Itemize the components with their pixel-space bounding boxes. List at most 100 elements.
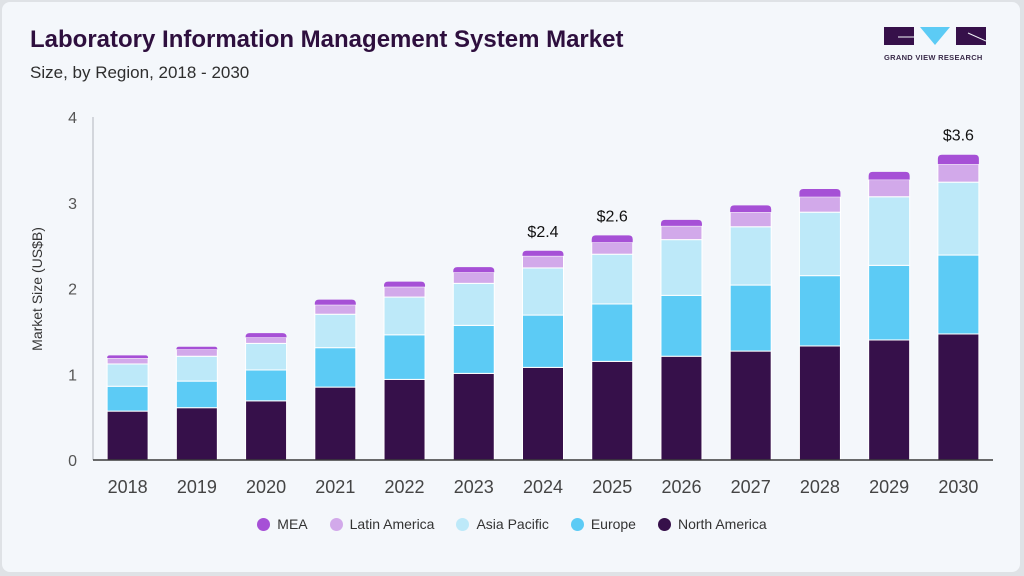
legend-item-north-america: North America xyxy=(657,516,767,532)
y-tick-label: 1 xyxy=(68,367,77,384)
bar-segment-mea xyxy=(937,154,979,165)
y-axis-label: Market Size (US$B) xyxy=(29,227,45,351)
bar-segment-north-america xyxy=(452,372,495,461)
bar-segment-mea xyxy=(245,333,287,338)
bar-segment-europe xyxy=(452,324,495,374)
bar-segment-mea xyxy=(107,355,149,358)
legend-item-asia-pacific: Asia Pacific xyxy=(456,516,549,532)
x-tick-label: 2030 xyxy=(938,477,978,497)
x-tick-label: 2019 xyxy=(177,477,217,497)
bar-segment-latin-america xyxy=(175,348,218,357)
bar-segment-mea xyxy=(591,235,633,243)
bar-segment-north-america xyxy=(798,345,841,461)
bar-segment-asia-pacific xyxy=(729,226,772,286)
y-tick-label: 0 xyxy=(68,453,77,470)
legend-swatch-icon xyxy=(329,517,343,531)
bar-segment-mea xyxy=(730,205,772,213)
y-tick-label: 4 xyxy=(68,110,77,127)
bar-segment-europe xyxy=(868,264,911,341)
bar-segment-asia-pacific xyxy=(106,363,149,387)
bar-segment-mea xyxy=(660,219,702,226)
bar-segment-mea xyxy=(384,281,426,287)
bar-segment-europe xyxy=(314,347,357,388)
legend-label: Europe xyxy=(590,516,636,532)
bar-segment-mea xyxy=(314,299,356,305)
legend-label: North America xyxy=(677,516,767,532)
legend-label: Asia Pacific xyxy=(476,516,549,532)
x-tick-label: 2028 xyxy=(800,477,840,497)
bar-segment-latin-america xyxy=(660,225,703,241)
bar-segment-north-america xyxy=(383,378,426,461)
bar-segment-europe xyxy=(522,314,564,368)
bar-segment-north-america xyxy=(245,400,288,461)
legend-label: Latin America xyxy=(349,516,435,532)
legend-label: MEA xyxy=(277,516,308,532)
x-tick-label: 2022 xyxy=(385,477,425,497)
grand-view-research-logo: GRAND VIEW RESEARCH xyxy=(884,27,987,62)
x-tick-label: 2021 xyxy=(315,477,355,497)
legend-swatch-icon xyxy=(570,517,584,531)
data-label: $2.4 xyxy=(527,224,558,241)
x-tick-label: 2025 xyxy=(592,477,632,497)
x-tick-label: 2018 xyxy=(108,477,148,497)
bar-segment-europe xyxy=(106,385,149,412)
bar-segment-asia-pacific xyxy=(868,196,911,266)
bar-segment-mea xyxy=(176,346,218,350)
bar-segment-latin-america xyxy=(868,179,911,198)
data-label: $3.6 xyxy=(943,128,974,145)
bar-segment-mea xyxy=(799,189,841,197)
chart-subtitle: Size, by Region, 2018 - 2030 xyxy=(30,63,250,82)
bar-segment-asia-pacific xyxy=(452,282,495,326)
legend: MEA Latin America Asia Pacific Europe North … xyxy=(0,516,1024,532)
y-tick-label: 3 xyxy=(68,196,77,213)
bar-segment-latin-america xyxy=(591,241,634,255)
legend-swatch-icon xyxy=(257,517,271,531)
bar-segment-europe xyxy=(175,380,218,409)
logo-text: GRAND VIEW RESEARCH xyxy=(884,53,983,62)
bar-segment-latin-america xyxy=(729,211,772,228)
bar-segment-latin-america xyxy=(383,286,426,298)
bar-segment-asia-pacific xyxy=(660,239,703,296)
legend-item-europe: Europe xyxy=(570,516,636,532)
bar-segment-asia-pacific xyxy=(383,296,426,336)
bar-segment-asia-pacific xyxy=(937,181,980,256)
bar-segment-mea xyxy=(522,250,564,256)
bar-segment-latin-america xyxy=(798,196,841,213)
bar-segment-north-america xyxy=(660,355,703,461)
bar-segment-asia-pacific xyxy=(522,267,564,316)
bar-segment-north-america xyxy=(175,407,218,461)
x-tick-label: 2026 xyxy=(661,477,701,497)
bar-segment-north-america xyxy=(522,366,564,461)
bar-segment-europe xyxy=(245,369,288,402)
x-tick-label: 2027 xyxy=(731,477,771,497)
legend-swatch-icon xyxy=(657,517,671,531)
bar-segment-latin-america xyxy=(937,163,980,183)
bar-segment-asia-pacific xyxy=(314,313,357,349)
bar-segment-asia-pacific xyxy=(175,355,218,382)
bar-segment-europe xyxy=(729,284,772,352)
bar-segment-latin-america xyxy=(522,255,564,269)
bar-segment-north-america xyxy=(937,333,980,461)
bar-segment-north-america xyxy=(591,360,634,461)
bar-segment-north-america xyxy=(729,350,772,461)
data-label: $2.6 xyxy=(597,208,628,225)
x-tick-label: 2024 xyxy=(523,477,563,497)
legend-item-mea: MEA xyxy=(257,516,308,532)
bar-segment-asia-pacific xyxy=(591,253,634,305)
bar-segment-north-america xyxy=(106,410,149,461)
bar-segment-asia-pacific xyxy=(798,211,841,277)
bar-segment-mea xyxy=(453,267,495,273)
bar-segment-europe xyxy=(798,275,841,347)
x-tick-label: 2020 xyxy=(246,477,286,497)
bar-segment-north-america xyxy=(868,339,911,461)
bar-segment-latin-america xyxy=(452,271,495,284)
logo-mark-icon xyxy=(884,27,987,45)
legend-swatch-icon xyxy=(456,517,470,531)
bar-segment-asia-pacific xyxy=(245,342,288,371)
bar-segment-latin-america xyxy=(245,336,288,344)
bar-segment-north-america xyxy=(314,386,357,461)
bar-segment-europe xyxy=(660,294,703,357)
x-tick-label: 2029 xyxy=(869,477,909,497)
